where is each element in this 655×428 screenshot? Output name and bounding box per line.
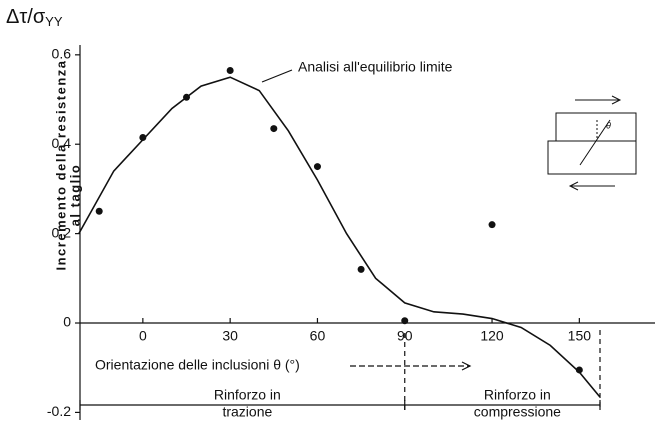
point (183, 93, 191, 101)
curve-label: Analisi all'equilibrio limite (298, 59, 453, 75)
point (401, 317, 409, 325)
y-tick-label: 0.4 (52, 135, 72, 151)
point (357, 265, 365, 273)
point (575, 366, 583, 374)
y-tick-label: 0.6 (52, 46, 72, 62)
point (95, 207, 103, 215)
y-title-line: al taglio (67, 164, 82, 227)
region-label: compressione (474, 404, 561, 420)
y-tick-label: 0 (63, 314, 71, 330)
y-tick-label: -0.2 (47, 403, 71, 419)
svg-text:θ: θ (606, 120, 611, 130)
x-tick-label: 30 (222, 328, 238, 344)
point (226, 66, 234, 74)
region-label: trazione (222, 404, 272, 420)
y-title-line: Incremento della resistenza (53, 59, 68, 270)
point (270, 125, 278, 133)
x-label: Orientazione delle inclusioni θ (°) (95, 357, 300, 373)
y-axis-title: Incremento della resistenza al taglio (53, 59, 82, 270)
point (313, 163, 321, 171)
x-tick-label: 150 (568, 328, 592, 344)
region-label: Rinforzo in (214, 387, 281, 403)
arrow-head (461, 361, 472, 371)
x-tick-label: 60 (310, 328, 326, 344)
y-unit: Δτ/σYY (6, 6, 63, 29)
point (139, 134, 147, 142)
annotation-pointer (261, 69, 293, 83)
inset-diagram: θ (547, 95, 637, 191)
point (488, 221, 496, 229)
region-label: Rinforzo in (484, 387, 551, 403)
y-tick-label: 0.2 (52, 224, 72, 240)
curve (78, 76, 601, 398)
x-tick-label: 0 (139, 328, 147, 344)
x-tick-label: 120 (480, 328, 504, 344)
